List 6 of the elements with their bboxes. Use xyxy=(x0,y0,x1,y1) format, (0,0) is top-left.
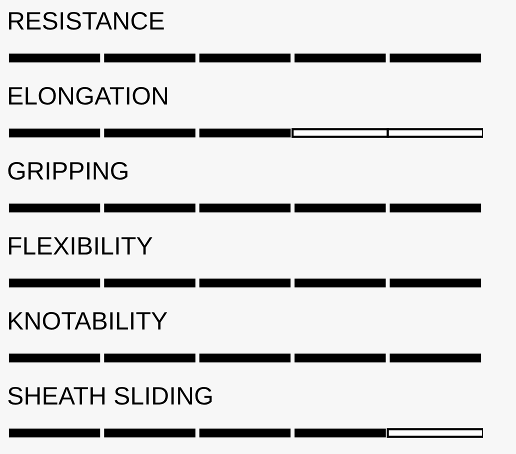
y-tick-label: GRIPPING xyxy=(8,162,128,180)
y-tick-label: FLEXIBILITY xyxy=(9,237,152,254)
y-tick-label: RESISTANCE xyxy=(9,12,164,30)
y-tick-label: SHEATH SLIDING xyxy=(8,387,212,405)
y-tick-label: ELONGATION xyxy=(9,87,168,105)
y-tick-label: KNOTABILITY xyxy=(9,312,168,330)
